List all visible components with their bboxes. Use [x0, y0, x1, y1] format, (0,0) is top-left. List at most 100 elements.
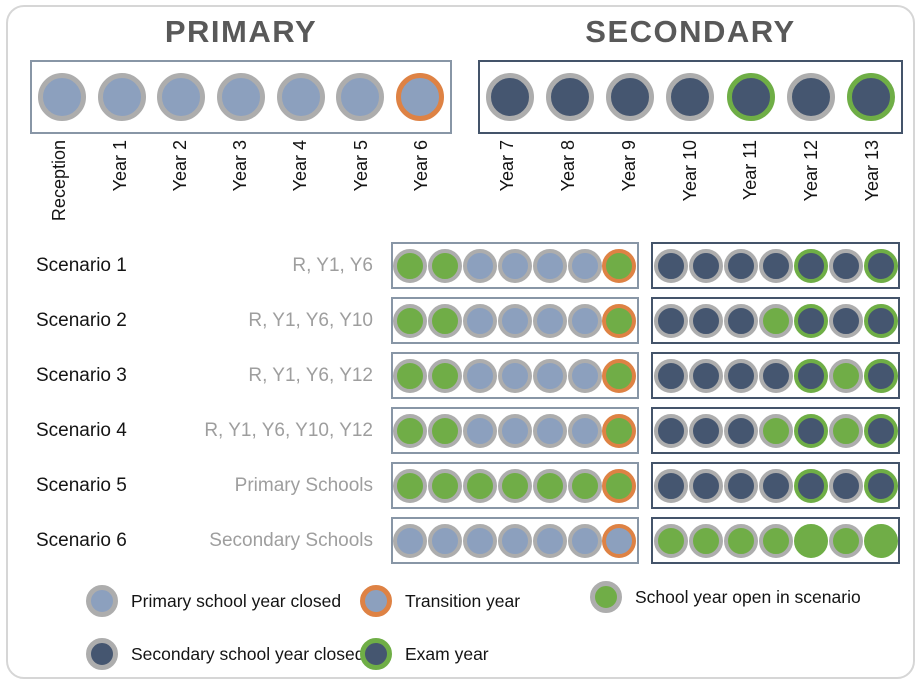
- secondary-year-circle: [793, 248, 828, 283]
- secondary-year-circle: [828, 358, 863, 393]
- secondary-year-circle: [863, 358, 898, 393]
- scenario-primary-box: [391, 517, 639, 564]
- primary-year-circle: [532, 468, 567, 503]
- legend: Primary school year closed Secondary scho…: [8, 575, 923, 685]
- primary-year-circle: [497, 523, 532, 558]
- scenario-label: Scenario 4: [36, 420, 127, 441]
- secondary-year-circle: [828, 303, 863, 338]
- scenario-open-years: R, Y1, Y6, Y10, Y12: [204, 420, 373, 441]
- scenario-secondary-box: [651, 297, 900, 344]
- secondary-year-circle: [688, 413, 723, 448]
- scenario-primary-box: [391, 297, 639, 344]
- secondary-year-labels: Year 7 Year 8 Year 9 Year 10 Year 11 Year 12 Y…: [478, 140, 903, 240]
- year-label: Year 6: [410, 140, 431, 192]
- primary-year-circle: [428, 358, 463, 393]
- year-label: Year 2: [169, 140, 190, 192]
- legend-item: Transition year: [360, 585, 520, 617]
- scenario-secondary-box: [651, 407, 900, 454]
- legend-item: Primary school year closed: [86, 585, 341, 617]
- primary-year-circle: [37, 73, 86, 121]
- primary-year-circle: [497, 413, 532, 448]
- legend-label: Exam year: [405, 643, 489, 664]
- primary-year-circle: [463, 523, 498, 558]
- primary-year-circle: [463, 358, 498, 393]
- secondary-year-circle: [688, 248, 723, 283]
- year-label-cell: Year 2: [151, 140, 211, 240]
- secondary-year-circle: [828, 523, 863, 558]
- secondary-years-box: [478, 60, 903, 134]
- legend-item: School year open in scenario: [590, 581, 861, 613]
- secondary-year-circle: [793, 303, 828, 338]
- primary-year-circle: [497, 248, 532, 283]
- scenario-row: Scenario 3 R, Y1, Y6, Y12: [8, 352, 923, 399]
- secondary-year-circle: [486, 73, 535, 121]
- scenario-primary-box: [391, 462, 639, 509]
- primary-year-circle: [336, 73, 385, 121]
- primary-year-circle: [602, 468, 637, 503]
- year-label: Year 3: [230, 140, 251, 192]
- legend-circle: [86, 638, 118, 670]
- scenario-open-years: R, Y1, Y6, Y12: [248, 365, 373, 386]
- year-label-cell: Year 6: [392, 140, 452, 240]
- secondary-year-circle: [758, 303, 793, 338]
- year-label: Year 12: [801, 140, 822, 202]
- scenario-secondary-box: [651, 462, 900, 509]
- secondary-year-circle: [688, 468, 723, 503]
- primary-year-circle: [393, 413, 428, 448]
- primary-year-circle: [463, 413, 498, 448]
- primary-year-circle: [428, 303, 463, 338]
- secondary-year-circle: [758, 468, 793, 503]
- primary-year-circle: [532, 358, 567, 393]
- scenarios-section: Scenario 1 R, Y1, Y6 Scenario 2 R, Y1, Y6, …: [8, 242, 923, 572]
- year-label-cell: Year 7: [478, 140, 539, 240]
- year-label-cell: Year 10: [660, 140, 721, 240]
- year-label-cell: Year 5: [331, 140, 391, 240]
- primary-year-circle: [497, 358, 532, 393]
- legend-circle: [590, 581, 622, 613]
- primary-year-circle: [393, 248, 428, 283]
- year-label: Year 11: [740, 140, 761, 201]
- scenario-row: Scenario 2 R, Y1, Y6, Y10: [8, 297, 923, 344]
- secondary-year-circle: [723, 413, 758, 448]
- year-label-cell: Year 1: [90, 140, 150, 240]
- year-label-cell: Year 9: [599, 140, 660, 240]
- legend-label: School year open in scenario: [635, 586, 861, 607]
- secondary-year-circle: [758, 358, 793, 393]
- primary-year-circle: [602, 523, 637, 558]
- primary-year-circle: [463, 303, 498, 338]
- secondary-year-circle: [726, 73, 775, 121]
- scenario-row: Scenario 4 R, Y1, Y6, Y10, Y12: [8, 407, 923, 454]
- secondary-year-circle: [666, 73, 715, 121]
- secondary-year-circle: [546, 73, 595, 121]
- secondary-year-circle: [653, 303, 688, 338]
- secondary-year-circle: [688, 303, 723, 338]
- year-label: Year 10: [679, 140, 700, 202]
- year-label: Year 7: [497, 140, 518, 192]
- primary-year-circle: [567, 413, 602, 448]
- year-label: Year 1: [109, 140, 130, 192]
- secondary-year-circle: [758, 413, 793, 448]
- year-label: Year 9: [618, 140, 639, 192]
- primary-year-circle: [97, 73, 146, 121]
- legend-item: Exam year: [360, 638, 489, 670]
- primary-year-circle: [532, 523, 567, 558]
- primary-year-circle: [463, 248, 498, 283]
- primary-year-circle: [567, 468, 602, 503]
- scenario-label: Scenario 2: [36, 310, 127, 331]
- secondary-year-circle: [723, 248, 758, 283]
- primary-year-circle: [567, 523, 602, 558]
- year-label-cell: Year 4: [271, 140, 331, 240]
- secondary-year-circle: [863, 303, 898, 338]
- year-label: Year 5: [350, 140, 371, 192]
- legend-circle: [360, 585, 392, 617]
- scenario-secondary-box: [651, 517, 900, 564]
- year-label-cell: Year 12: [782, 140, 843, 240]
- primary-year-circle: [276, 73, 325, 121]
- primary-year-circle: [532, 248, 567, 283]
- primary-year-circle: [216, 73, 265, 121]
- diagram-card: PRIMARY SECONDARY Reception Year 1 Year 2 Y…: [6, 5, 915, 679]
- secondary-year-circle: [828, 468, 863, 503]
- secondary-year-circle: [688, 358, 723, 393]
- primary-year-circle: [602, 358, 637, 393]
- year-label-cell: Year 11: [721, 140, 782, 240]
